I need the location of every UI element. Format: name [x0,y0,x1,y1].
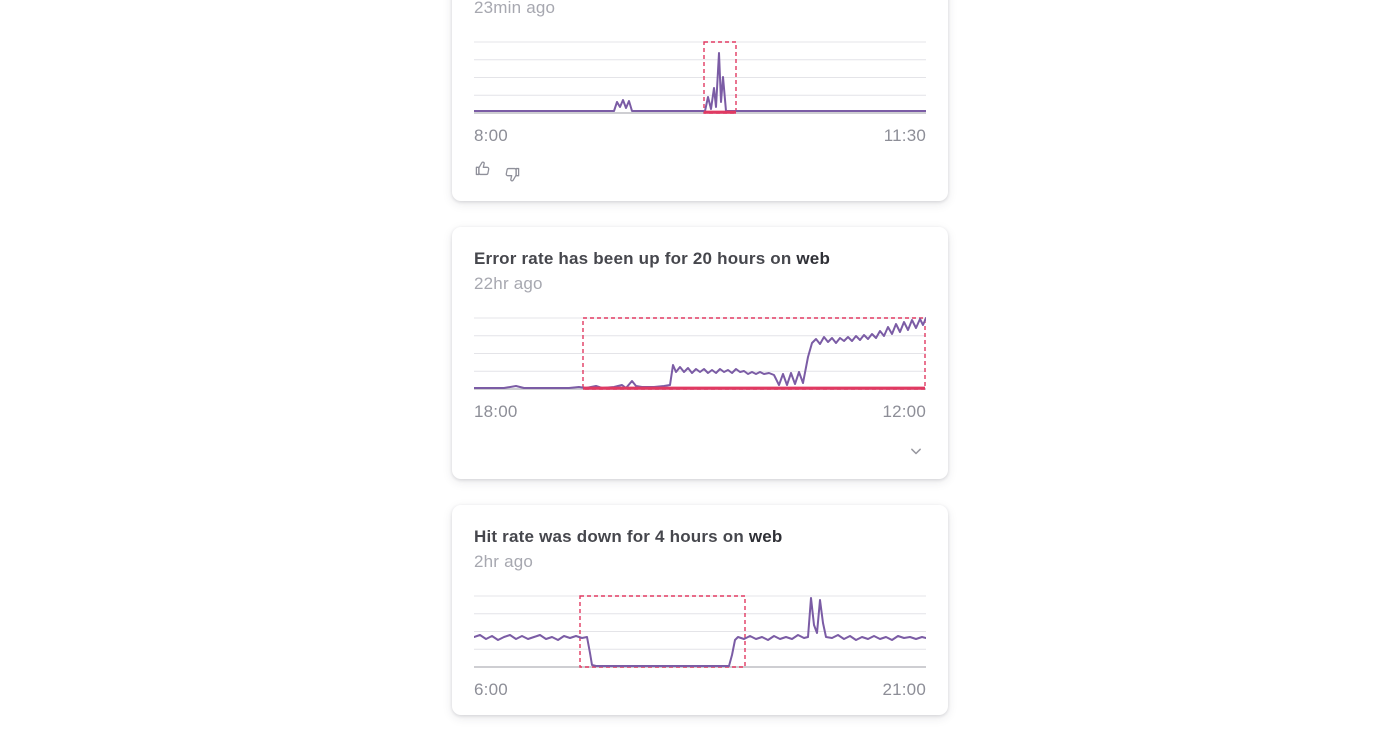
anomaly-chart [474,317,926,390]
anomaly-title-target: web [796,249,831,268]
thumbs-down-button[interactable] [502,165,521,189]
feedback-row [474,159,926,187]
anomaly-card: Hit rate was down for 4 hours on web 2hr… [452,505,948,715]
anomaly-feed: 23min ago 8:00 11:30 Error rate ha [452,0,948,741]
axis-start-label: 8:00 [474,126,508,145]
axis-start-label: 6:00 [474,680,508,699]
expand-row [474,441,926,465]
anomaly-timestamp: 23min ago [474,0,556,17]
anomaly-card: Error rate has been up for 20 hours on w… [452,227,948,479]
expand-button[interactable] [906,441,926,465]
anomaly-timestamp: 2hr ago [474,552,534,571]
anomaly-chart [474,41,926,114]
chart-axis-row: 8:00 11:30 [474,125,926,147]
chart-axis-row: 18:00 12:00 [474,401,926,423]
anomaly-title-text: Hit rate was down for 4 hours on [474,527,749,546]
chevron-down-icon [911,448,921,455]
axis-end-label: 21:00 [882,680,926,699]
anomaly-timestamp: 22hr ago [474,274,543,293]
anomaly-title: Error rate has been up for 20 hours on w… [474,247,926,271]
axis-end-label: 12:00 [882,402,926,421]
thumbs-down-icon [505,167,520,182]
anomaly-title-text: Error rate has been up for 20 hours on [474,249,797,268]
anomaly-title: Hit rate was down for 4 hours on web [474,525,926,549]
chart-axis-row: 6:00 21:00 [474,679,926,701]
thumbs-up-button[interactable] [474,159,493,183]
thumbs-up-icon [475,161,490,176]
axis-start-label: 18:00 [474,402,518,421]
anomaly-title-target: web [748,527,783,546]
anomaly-card: 23min ago 8:00 11:30 [452,0,948,201]
anomaly-chart [474,595,926,668]
axis-end-label: 11:30 [883,126,926,145]
